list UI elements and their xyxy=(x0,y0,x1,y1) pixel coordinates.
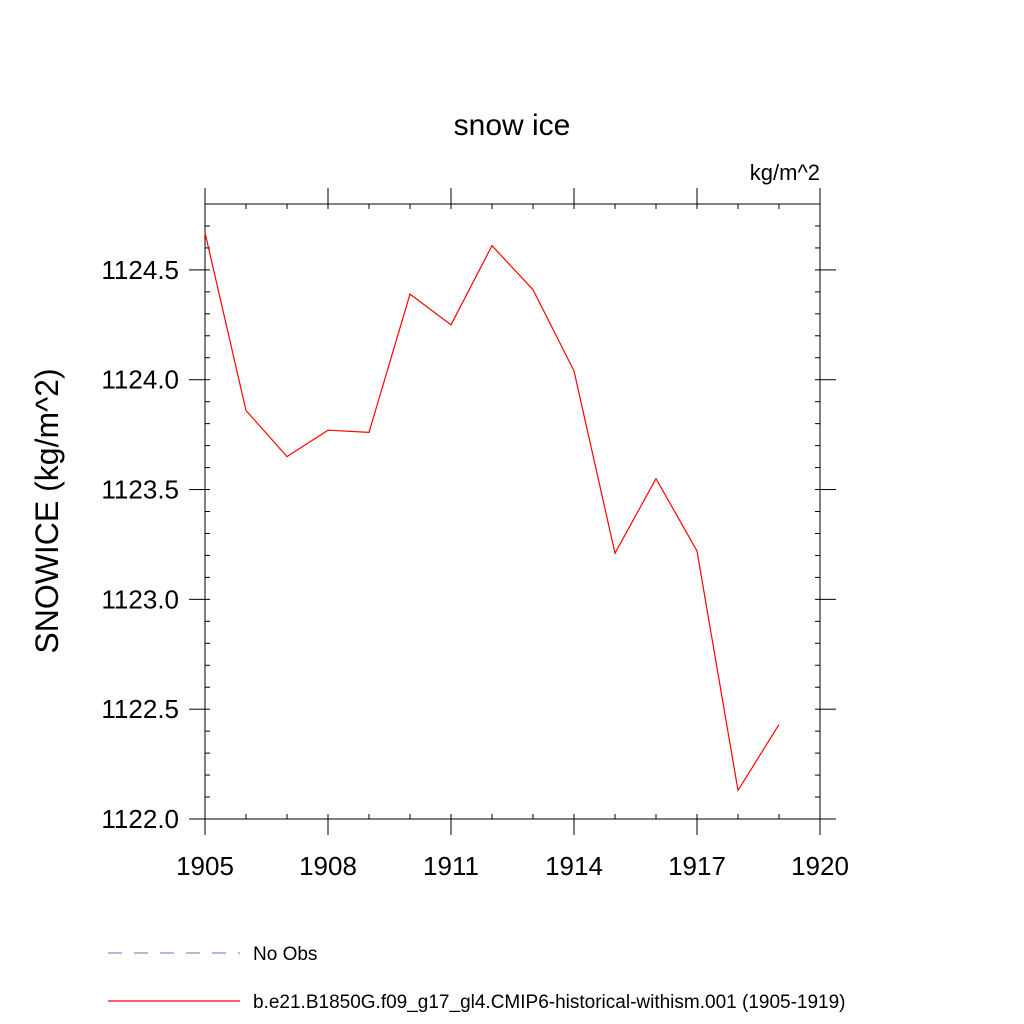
y-tick-label: 1124.5 xyxy=(101,255,179,285)
legend-label: b.e21.B1850G.f09_g17_gl4.CMIP6-historica… xyxy=(253,992,846,1013)
legend: No Obs b.e21.B1850G.f09_g17_gl4.CMIP6-his… xyxy=(108,944,846,1013)
y-tick-label: 1122.5 xyxy=(101,694,179,724)
legend-label: No Obs xyxy=(253,944,317,965)
x-tick-label: 1905 xyxy=(176,851,234,881)
x-tick-label: 1917 xyxy=(668,851,726,881)
series-lines xyxy=(204,232,780,793)
y-tick-label: 1124.0 xyxy=(101,365,179,395)
units-label: kg/m^2 xyxy=(750,160,820,185)
plot-frame xyxy=(204,203,821,820)
y-axis-label: SNOWICE (kg/m^2) xyxy=(29,368,65,653)
chart-title: snow ice xyxy=(454,109,571,142)
x-tick-label: 1908 xyxy=(299,851,357,881)
axis-tick-labels: 1905 1908 1911 1914 1917 1920 1122.0 1122.5 1123… xyxy=(101,255,849,881)
x-tick-label: 1914 xyxy=(545,851,603,881)
series-line xyxy=(204,232,780,793)
y-tick-label: 1123.0 xyxy=(101,584,179,614)
y-tick-label: 1122.0 xyxy=(101,804,179,834)
x-tick-label: 1920 xyxy=(791,851,849,881)
axis-ticks xyxy=(189,188,836,835)
x-tick-label: 1911 xyxy=(423,851,479,881)
y-tick-label: 1123.5 xyxy=(101,475,179,505)
